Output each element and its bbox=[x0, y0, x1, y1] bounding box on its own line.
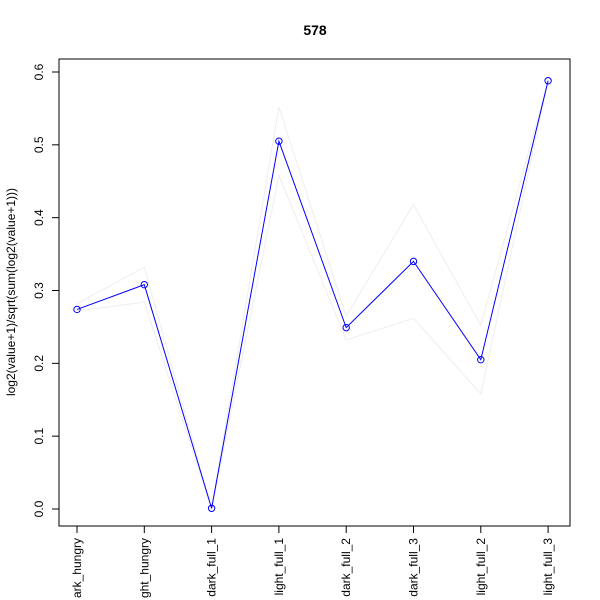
series-layer bbox=[73, 77, 552, 512]
bound-series-line bbox=[76, 80, 549, 511]
data-point bbox=[477, 355, 485, 364]
y-tick-label: 0.3 bbox=[32, 282, 46, 299]
y-tick-label: 0.4 bbox=[32, 209, 46, 226]
data-point bbox=[544, 77, 552, 85]
data-point bbox=[342, 323, 350, 332]
data-point bbox=[140, 280, 149, 289]
x-tick-label: ark_hungry bbox=[70, 538, 84, 598]
main-series-line bbox=[76, 80, 549, 509]
data-point bbox=[409, 257, 418, 266]
bound-series-line bbox=[76, 80, 549, 510]
data-point bbox=[73, 305, 81, 314]
y-axis: 0.0 0.1 0.2 0.3 0.4 0.5 0.6 bbox=[32, 63, 59, 517]
x-tick-label: ght_hungry bbox=[137, 538, 151, 598]
y-tick-label: 0.1 bbox=[32, 428, 46, 445]
x-axis: ark_hungry ght_hungry dark_full_1 light_ful… bbox=[70, 526, 555, 598]
y-tick-label: 0.5 bbox=[32, 136, 46, 153]
y-tick-label: 0.0 bbox=[32, 500, 46, 517]
y-tick-label: 0.2 bbox=[32, 355, 46, 372]
data-point bbox=[275, 137, 283, 145]
x-tick-label: dark_full_1 bbox=[205, 538, 219, 597]
x-tick-label: dark_full_3 bbox=[407, 538, 421, 597]
x-tick-label: dark_full_2 bbox=[339, 538, 353, 597]
x-tick-label: light_full_3 bbox=[541, 538, 555, 596]
x-tick-label: light_full_1 bbox=[272, 538, 286, 596]
y-tick-label: 0.6 bbox=[32, 63, 46, 80]
plot-frame bbox=[58, 58, 571, 527]
y-axis-label: log2(value+1)/sqrt(sum(log2(value+1))) bbox=[4, 188, 18, 396]
chart-title: 578 bbox=[303, 22, 327, 38]
x-tick-label: light_full_2 bbox=[474, 538, 488, 596]
data-point bbox=[207, 504, 216, 512]
